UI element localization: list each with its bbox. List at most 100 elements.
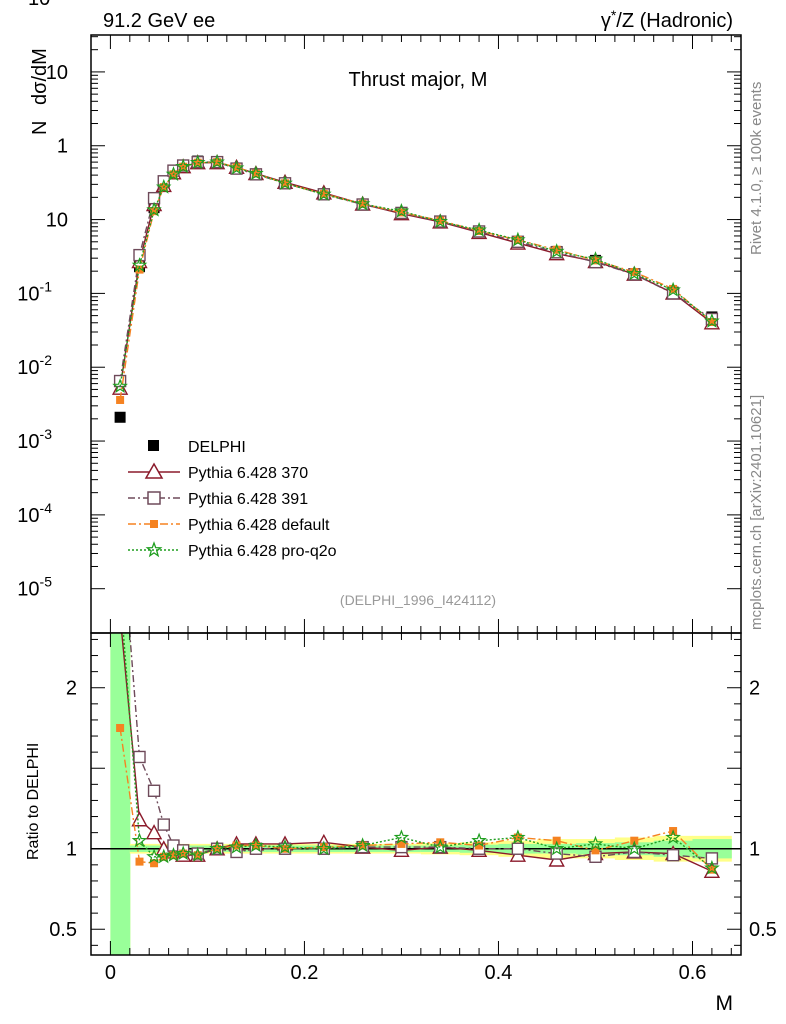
ratio-point-pq2o [131, 832, 148, 848]
ratio-point-pdefault [591, 846, 600, 855]
series-line-pq2o [119, 161, 713, 387]
ratio-point-pq2o [548, 840, 565, 856]
ratio-point-pq2o [432, 838, 448, 854]
point-pq2o [704, 312, 720, 328]
main-y-ticks: 10-5 10-4 10-3 10-2 10-1 10 1 10 102 [17, 0, 741, 601]
legend-marker-370 [144, 462, 164, 479]
main-y-tick-label: 102 [28, 0, 58, 10]
point-pdefault [150, 207, 159, 216]
point-pq2o [316, 186, 332, 201]
ratio-point-pdefault [169, 851, 178, 860]
ratio-point-p391 [511, 842, 525, 855]
ratio-line-p370 [121, 633, 713, 872]
x-tick-label: 0.2 [291, 962, 319, 984]
ratio-y-tick-label-left: 1 [66, 839, 77, 861]
point-pq2o [248, 165, 264, 181]
svg-text:Pythia 6.428 default: Pythia 6.428 default [188, 517, 330, 534]
point-pdefault [513, 235, 522, 244]
ratio-line-pq2o [122, 633, 713, 869]
ratio-y-tick-label-left: 2 [66, 678, 77, 700]
ratio-point-p391 [115, 505, 126, 516]
ratio-point-pq2o [587, 835, 604, 851]
analysis-reference: (DELPHI_1996_I424112) [340, 592, 496, 608]
point-pq2o [146, 201, 162, 217]
point-pdefault [552, 245, 561, 254]
ratio-point-pq2o [228, 838, 245, 854]
ratio-series-pq2o [114, 585, 720, 875]
ratio-point-pdefault [475, 841, 484, 850]
point-pq2o [354, 195, 371, 211]
legend-entry-data: DELPHI [148, 439, 246, 456]
ratio-stat-band [110, 633, 131, 955]
point-pdefault [630, 267, 639, 276]
ratio-uncertainty-bands [91, 633, 741, 955]
ratio-point-pq2o [393, 829, 410, 845]
legend-entry-391: Pythia 6.428 391 [128, 491, 308, 508]
legend-entry-370: Pythia 6.428 370 [128, 462, 308, 482]
svg-text:Pythia 6.428 370: Pythia 6.428 370 [188, 465, 308, 482]
point-pq2o [155, 178, 172, 194]
main-y-tick-label: 1 [57, 136, 68, 158]
ratio-point-pdefault [319, 843, 328, 852]
main-y-tick-label: 10-4 [17, 500, 52, 527]
main-y-tick-label: 10-2 [17, 352, 52, 379]
ratio-point-pdefault [116, 723, 125, 732]
legend-entry-pro-q2o: Pythia 6.428 pro-q2o [128, 541, 337, 560]
point-pq2o [131, 257, 148, 272]
point-pdefault [135, 265, 144, 274]
series-line-p391 [119, 161, 713, 382]
svg-text:DELPHI: DELPHI [188, 439, 246, 456]
ratio-series-group [113, 505, 721, 878]
ratio-y-tick-label-right: 1 [749, 839, 760, 861]
ratio-point-pdefault [232, 841, 241, 850]
point-pq2o [393, 203, 410, 218]
main-y-axis-title: N dσ/dM [29, 48, 51, 135]
ratio-point-pq2o [471, 832, 487, 848]
ratio-point-pq2o [209, 840, 225, 856]
main-x-ticks [90, 35, 732, 633]
main-y-tick-label: 10-5 [17, 574, 52, 601]
point-pdefault [232, 163, 241, 172]
point-pq2o [626, 265, 643, 281]
x-tick-label: 0.4 [485, 962, 513, 984]
point-pq2o [665, 281, 681, 297]
ratio-point-pq2o [704, 859, 720, 875]
ratio-point-pdefault [135, 857, 144, 866]
ratio-point-pq2o [175, 845, 191, 861]
ratio-y-ticks: 0.5 0.5 1 1 2 2 [49, 638, 777, 946]
ratio-point-p391 [133, 750, 146, 764]
chart-title: Thrust major, M [349, 69, 488, 91]
point-pq2o [228, 159, 245, 175]
ratio-point-pq2o [114, 585, 126, 597]
point-pq2o [209, 153, 225, 169]
point-pq2o [548, 243, 565, 259]
header-energy: 91.2 GeV ee [103, 10, 215, 32]
point-pdefault [358, 199, 367, 208]
ratio-point-pq2o [510, 829, 526, 845]
point-pq2o [189, 154, 206, 170]
ratio-point-p370 [113, 608, 127, 621]
series-data [114, 155, 718, 423]
svg-text:dσ/dM: dσ/dM [29, 48, 51, 105]
ratio-y-tick-label-right: 2 [749, 678, 760, 700]
ratio-point-p391 [666, 848, 680, 862]
main-series-group [111, 153, 721, 423]
ratio-y-axis-title: Ratio to DELPHI [25, 743, 42, 860]
point-pdefault [116, 395, 125, 404]
legend-entry-default: Pythia 6.428 default [128, 517, 330, 534]
ratio-y-tick-label-left: 0.5 [49, 919, 77, 941]
ratio-point-p370 [131, 811, 148, 827]
ratio-point-pq2o [665, 829, 681, 845]
point-pdefault [591, 256, 600, 265]
main-y-tick-label: 10 [46, 62, 68, 84]
ratio-x-ticks: 0 0.2 0.4 0.6 [90, 633, 732, 984]
legend: DELPHI Pythia 6.428 370 Pythia 6.428 391… [128, 439, 337, 560]
point-pq2o [175, 158, 191, 174]
ratio-point-p391 [705, 852, 719, 865]
ratio-point-pdefault [281, 844, 290, 853]
ratio-panel: 0.5 0.5 1 1 2 2 0 0.2 0.4 0.6 Ratio to DELPHI M [25, 505, 777, 1015]
series-line-pdefault [119, 161, 713, 401]
ratio-series-p370 [113, 608, 721, 878]
point-pq2o [471, 221, 487, 237]
